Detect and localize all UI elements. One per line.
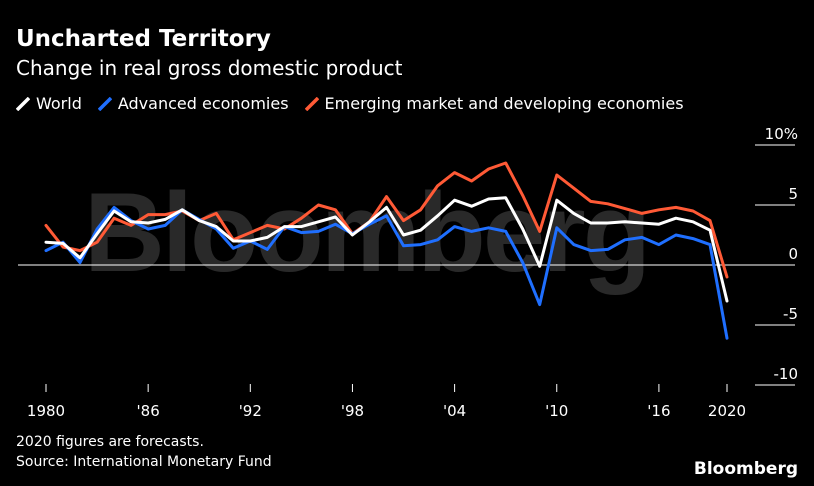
series-line-advanced-economies bbox=[44, 205, 729, 340]
legend-label-emerging: Emerging market and developing economies bbox=[324, 94, 684, 113]
chart-subtitle: Change in real gross domestic product bbox=[16, 56, 403, 80]
source-note: Source: International Monetary Fund bbox=[16, 454, 272, 470]
y-tick-label: 5 bbox=[788, 185, 798, 203]
legend-swatch-world bbox=[16, 96, 30, 111]
legend-label-world: World bbox=[36, 94, 82, 113]
legend-label-advanced: Advanced economies bbox=[117, 94, 289, 113]
x-tick-label: '98 bbox=[341, 402, 364, 420]
x-tick-label: 2020 bbox=[708, 402, 746, 420]
line-chart: 10% 5 0 -5 -10 1980 '86 '92 '98 '04 '10 '16 2020 bbox=[18, 125, 798, 420]
x-tick-label: '16 bbox=[647, 402, 670, 420]
y-tick-label: -5 bbox=[783, 305, 798, 323]
legend-item-world[interactable]: World bbox=[16, 94, 82, 113]
gridlines bbox=[755, 144, 795, 386]
y-tick-label: 10% bbox=[765, 125, 798, 143]
x-tick-label: '92 bbox=[239, 402, 262, 420]
x-axis-ticks bbox=[45, 384, 728, 392]
legend-item-emerging[interactable]: Emerging market and developing economies bbox=[304, 94, 684, 113]
legend-swatch-advanced bbox=[97, 96, 112, 111]
x-tick-label: 1980 bbox=[27, 402, 65, 420]
y-tick-label: 0 bbox=[788, 245, 798, 263]
series-line-emerging-market-and-developing-economies bbox=[44, 161, 729, 279]
x-tick-label: '86 bbox=[137, 402, 160, 420]
x-tick-label: '04 bbox=[443, 402, 466, 420]
legend-swatch-emerging bbox=[304, 96, 319, 111]
footnote: 2020 figures are forecasts. bbox=[16, 434, 204, 450]
series-group bbox=[44, 161, 729, 340]
legend: World Advanced economies Emerging market… bbox=[16, 94, 700, 113]
legend-item-advanced[interactable]: Advanced economies bbox=[97, 94, 289, 113]
y-axis-labels: 10% 5 0 -5 -10 bbox=[765, 125, 798, 383]
series-line-world bbox=[44, 196, 729, 303]
chart-title: Uncharted Territory bbox=[16, 26, 271, 52]
bloomberg-logo: Bloomberg bbox=[693, 459, 798, 479]
x-tick-label: '10 bbox=[545, 402, 568, 420]
y-tick-label: -10 bbox=[774, 365, 799, 383]
x-axis-labels: 1980 '86 '92 '98 '04 '10 '16 2020 bbox=[27, 402, 746, 420]
